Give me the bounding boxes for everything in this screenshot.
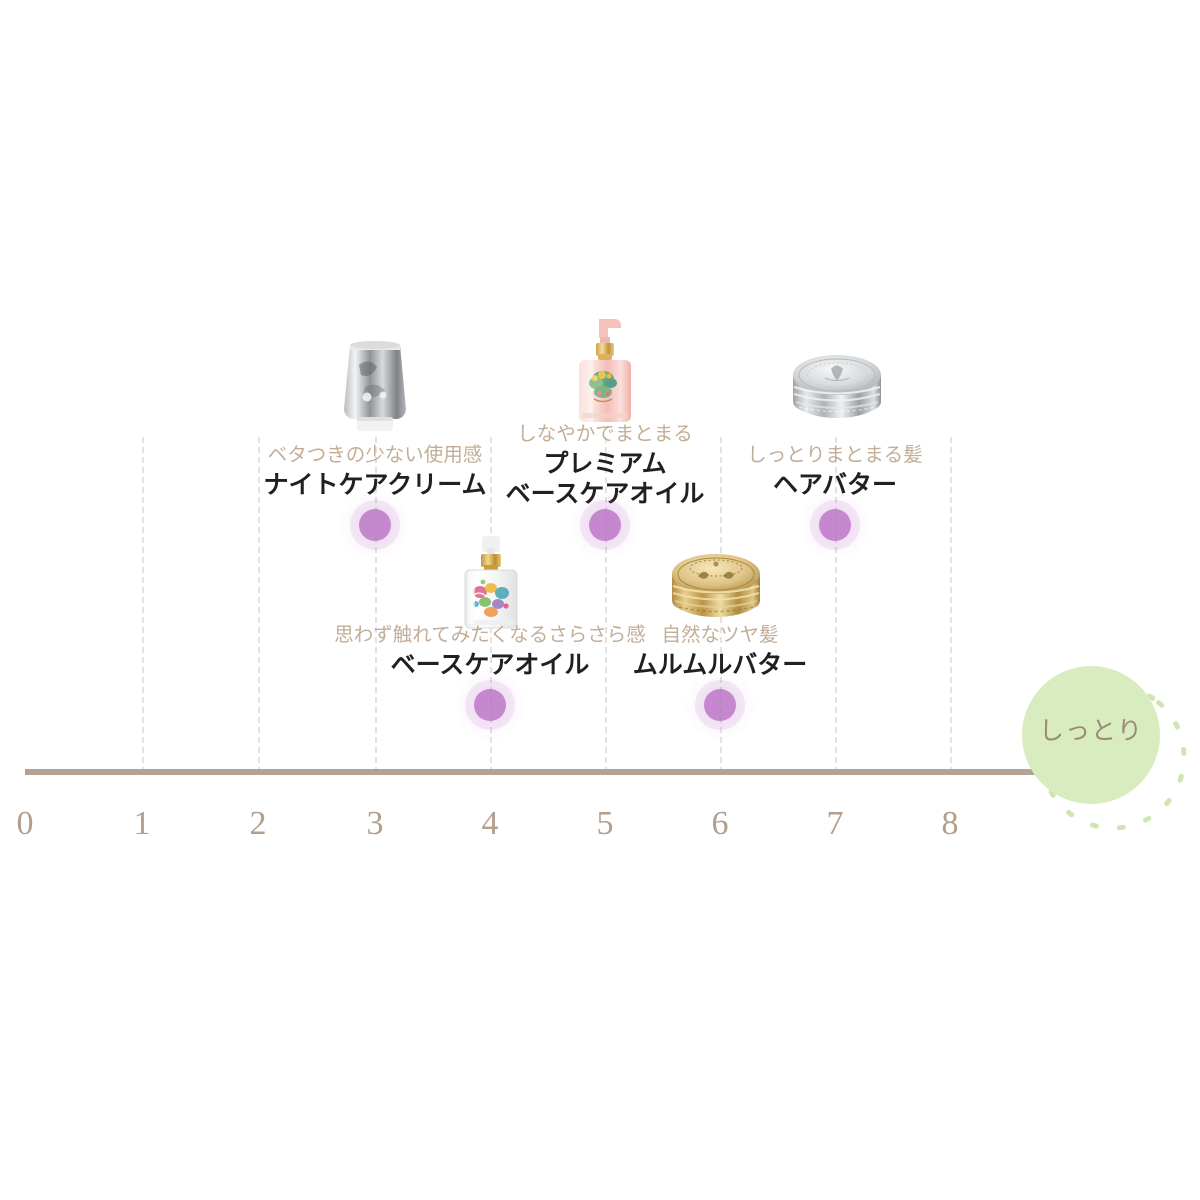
product-title: ヘアバター <box>772 470 897 500</box>
product-title: ナイトケアクリーム <box>263 470 487 500</box>
gridline-2 <box>258 437 260 773</box>
clear-pump-bottle-icon <box>458 534 524 632</box>
product-title: ベースケアオイル <box>390 650 590 680</box>
axis-end-badge-label: しっとり <box>1038 716 1143 745</box>
tick-label-7: 7 <box>826 805 844 842</box>
data-point-marker-hair-butter[interactable] <box>819 509 851 541</box>
silver-tube-icon <box>337 335 413 435</box>
tick-label-6: 6 <box>711 805 729 842</box>
axis-line <box>25 769 1080 775</box>
tick-label-0: 0 <box>16 805 34 842</box>
gridline-3 <box>375 437 377 773</box>
gridline-8 <box>950 437 952 773</box>
tick-label-2: 2 <box>249 805 267 842</box>
product-subtitle: ベタつきの少ない使用感 <box>267 443 483 466</box>
axis-end-badge: しっとり <box>1022 666 1160 804</box>
product-subtitle: しなやかでまとまる <box>517 422 693 445</box>
product-title-line-1: プレミアム <box>543 449 667 479</box>
product-label-premium-base-care-oil: しなやかでまとまる プレミアム ベースケアオイル <box>440 422 770 511</box>
product-label-base-care-oil: 思わず触れてみたくなるさらさら感 ベースケアオイル <box>280 623 700 682</box>
gridline-1 <box>142 437 144 773</box>
tick-label-5: 5 <box>596 805 614 842</box>
product-title-line-2: ベースケアオイル <box>505 479 705 509</box>
data-point-marker-murumuru-butter[interactable] <box>704 689 736 721</box>
product-subtitle: 思わず触れてみたくなるさらさら感 <box>334 623 646 646</box>
data-point-marker-premium-base-care-oil[interactable] <box>589 509 621 541</box>
tick-label-8: 8 <box>941 805 959 842</box>
gridline-7 <box>835 437 837 773</box>
data-point-marker-base-care-oil[interactable] <box>474 689 506 721</box>
product-label-night-care-cream: ベタつきの少ない使用感 ナイトケアクリーム <box>210 443 540 502</box>
product-label-murumuru-butter: 自然なツヤ髪 ムルムルバター <box>555 623 885 682</box>
product-subtitle: 自然なツヤ髪 <box>661 623 779 646</box>
tick-label-4: 4 <box>481 805 499 842</box>
silver-jar-icon <box>789 345 885 427</box>
tick-label-3: 3 <box>366 805 384 842</box>
product-title: ムルムルバター <box>632 650 808 680</box>
pink-pump-bottle-icon <box>572 313 638 435</box>
gold-jar-icon <box>668 544 764 626</box>
tick-label-1: 1 <box>133 805 151 842</box>
product-label-hair-butter: しっとりまとまる髪 ヘアバター <box>670 443 1000 502</box>
gridline-5 <box>605 437 607 773</box>
product-subtitle: しっとりまとまる髪 <box>747 443 923 466</box>
data-point-marker-night-care-cream[interactable] <box>359 509 391 541</box>
